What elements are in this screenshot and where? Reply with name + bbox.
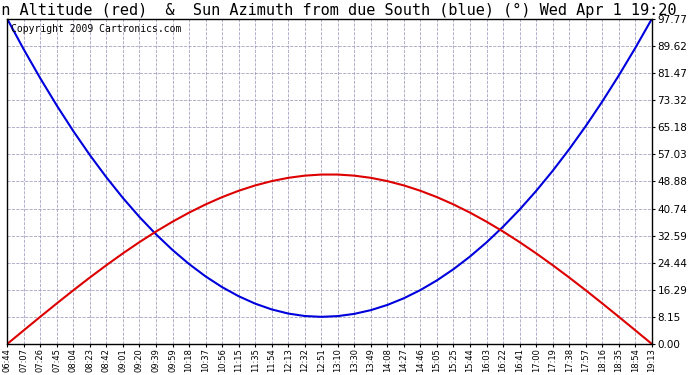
Text: Copyright 2009 Cartronics.com: Copyright 2009 Cartronics.com <box>10 24 181 34</box>
Title: Sun Altitude (red)  &  Sun Azimuth from due South (blue) (°) Wed Apr 1 19:20: Sun Altitude (red) & Sun Azimuth from du… <box>0 3 676 18</box>
